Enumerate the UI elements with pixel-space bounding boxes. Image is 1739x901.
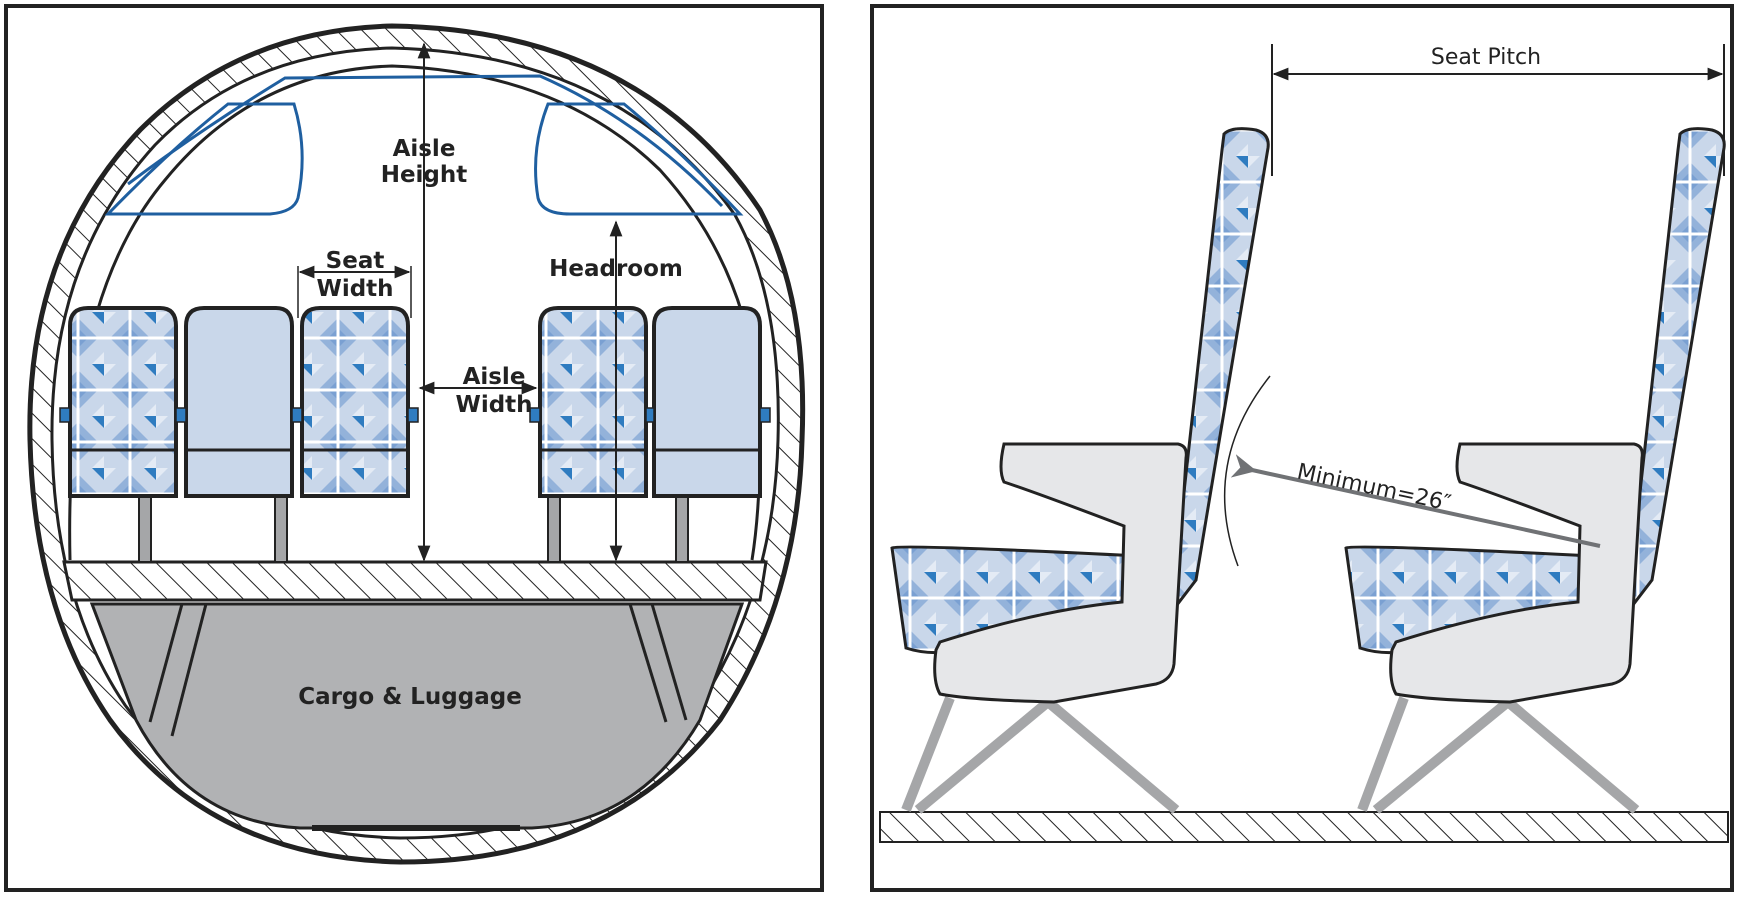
cabin-floor <box>62 560 768 602</box>
armrest <box>407 407 419 423</box>
seat-shell <box>1389 442 1644 704</box>
clearance-arc <box>1223 375 1271 567</box>
seat-shell <box>933 442 1188 704</box>
armrest <box>291 407 303 423</box>
armrest <box>529 407 541 423</box>
label-seat-width-1: Seat <box>326 248 385 274</box>
minimum-clearance-arrow <box>1230 454 1601 548</box>
seat-right-window <box>652 306 762 498</box>
seat-left-window <box>68 306 178 498</box>
armrest <box>175 407 187 423</box>
side-seat-front <box>890 127 1270 814</box>
label-seat-width-2: Width <box>316 276 393 302</box>
seat-right-aisle <box>538 306 648 498</box>
overhead-bin-right <box>534 102 744 216</box>
seat-leg <box>138 495 152 563</box>
backrest <box>1623 127 1726 620</box>
label-headroom: Headroom <box>549 256 683 282</box>
side-seat-rear <box>1344 127 1726 814</box>
seat-leg <box>675 495 689 563</box>
label-cargo: Cargo & Luggage <box>298 684 522 710</box>
armrest <box>759 407 771 423</box>
side-view-floor <box>879 811 1729 843</box>
cargo-strut-left-a <box>148 603 184 723</box>
armrest <box>645 407 655 423</box>
armrest <box>59 407 71 423</box>
label-seat-pitch: Seat Pitch <box>1431 45 1541 70</box>
label-aisle-width-2: Width <box>455 392 532 418</box>
backrest <box>1167 127 1270 620</box>
cargo-strut-right-a <box>628 603 668 723</box>
label-aisle-width-1: Aisle <box>463 364 526 390</box>
label-aisle-height-2: Height <box>381 162 468 188</box>
overhead-bin-left <box>104 102 304 216</box>
seat-left-middle <box>184 306 294 498</box>
cargo-hold <box>89 602 745 830</box>
cargo-strut-left-b <box>170 603 208 737</box>
cargo-strut-right-b <box>650 603 688 721</box>
seat-leg <box>274 495 288 563</box>
dimension-seat-width <box>297 265 412 318</box>
seat-leg <box>547 495 561 563</box>
label-aisle-height-1: Aisle <box>393 136 456 162</box>
seat-left-aisle <box>300 306 410 498</box>
